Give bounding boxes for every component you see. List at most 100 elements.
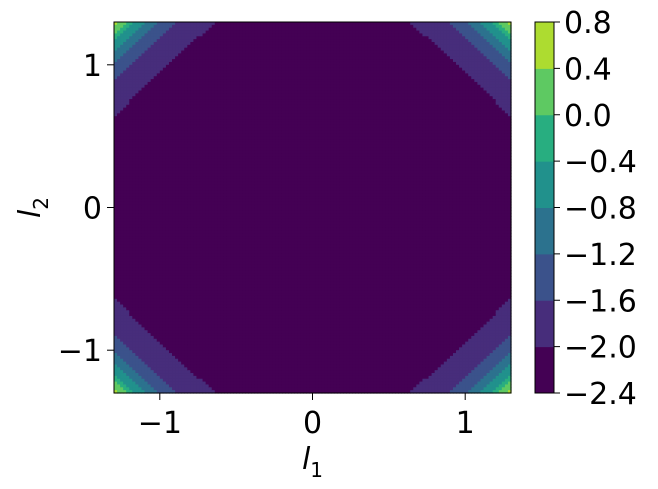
contour-cell: [159, 161, 164, 166]
contour-cell: [153, 133, 158, 137]
contour-cell: [172, 30, 176, 35]
contour-cell: [147, 93, 152, 97]
contour-cell: [135, 270, 140, 274]
contour-cell: [114, 27, 118, 32]
contour-cell: [114, 275, 118, 280]
contour-cell: [135, 250, 140, 254]
contour-cell: [159, 384, 164, 388]
contour-cell: [175, 278, 179, 283]
contour-cell: [165, 201, 170, 206]
contour-cell: [156, 213, 161, 217]
contour-cell: [175, 173, 179, 177]
contour-cell: [144, 187, 149, 191]
contour-cell: [129, 387, 133, 391]
contour-cell: [120, 307, 124, 311]
contour-cell: [162, 116, 167, 120]
contour-cell: [175, 73, 179, 77]
contour-cell: [150, 61, 155, 66]
contour-cell: [150, 201, 155, 206]
contour-cell: [147, 270, 152, 274]
contour-cell: [141, 301, 146, 306]
contour-cell: [147, 47, 152, 52]
contour-cell: [156, 321, 161, 326]
contour-cell: [162, 173, 167, 177]
contour-cell: [172, 236, 176, 240]
contour-cell: [168, 130, 173, 134]
contour-cell: [153, 64, 158, 69]
contour-cell: [150, 213, 155, 217]
contour-cell: [159, 238, 164, 243]
contour-cell: [150, 250, 155, 254]
contour-cell: [153, 327, 158, 331]
contour-cell: [147, 178, 152, 183]
contour-cell: [141, 178, 146, 183]
contour-cell: [138, 355, 143, 360]
contour-cell: [132, 101, 136, 106]
contour-cell: [172, 124, 176, 129]
contour-cell: [141, 127, 146, 132]
contour-cell: [162, 201, 167, 206]
contour-cell: [165, 373, 170, 377]
contour-cell: [172, 170, 176, 174]
contour-cell: [114, 250, 118, 254]
contour-cell: [156, 133, 161, 137]
contour-cell: [129, 290, 133, 294]
contour-cell: [168, 93, 173, 97]
contour-cell: [135, 36, 140, 40]
contour-cell: [123, 67, 127, 72]
contour-cell: [129, 361, 133, 366]
contour-cell: [172, 213, 176, 217]
contour-cell: [175, 204, 179, 209]
contour-cell: [129, 247, 133, 251]
contour-cell: [153, 141, 158, 146]
contour-cell: [126, 338, 130, 343]
contour-cell: [150, 67, 155, 72]
contour-cell: [138, 190, 143, 194]
contour-cell: [117, 370, 121, 374]
contour-cell: [168, 101, 173, 106]
contour-cell: [135, 207, 140, 211]
contour-cell: [159, 36, 164, 40]
contour-cell: [117, 104, 121, 109]
contour-cell: [159, 298, 164, 303]
contour-cell: [150, 59, 155, 63]
contour-cell: [123, 184, 127, 189]
contour-cell: [126, 307, 130, 311]
contour-cell: [117, 167, 121, 171]
contour-cell: [162, 190, 167, 194]
contour-cell: [132, 170, 136, 174]
contour-cell: [123, 36, 127, 40]
contour-cell: [126, 141, 130, 146]
contour-cell: [175, 224, 179, 229]
contour-cell: [117, 298, 121, 303]
contour-cell: [126, 136, 130, 140]
contour-cell: [120, 184, 124, 189]
contour-cell: [159, 178, 164, 183]
contour-cell: [123, 270, 127, 274]
contour-cell: [172, 224, 176, 229]
contour-cell: [138, 121, 143, 126]
contour-cell: [150, 190, 155, 194]
contour-cell: [117, 278, 121, 283]
contour-cell: [120, 41, 124, 46]
contour-cell: [175, 256, 179, 260]
contour-cell: [141, 22, 146, 26]
contour-cell: [168, 344, 173, 348]
contour-cell: [120, 241, 124, 246]
contour-cell: [159, 315, 164, 320]
contour-cell: [138, 93, 143, 97]
contour-cell: [165, 79, 170, 83]
contour-cell: [172, 384, 176, 388]
contour-cell: [153, 333, 158, 337]
contour-cell: [147, 161, 152, 166]
contour-cell: [153, 70, 158, 74]
contour-cell: [141, 241, 146, 246]
contour-cell: [114, 144, 118, 149]
contour-cell: [141, 335, 146, 340]
contour-cell: [162, 378, 167, 383]
contour-cell: [123, 101, 127, 106]
contour-cell: [150, 310, 155, 314]
contour-cell: [132, 364, 136, 368]
contour-cell: [129, 333, 133, 337]
contour-cell: [159, 164, 164, 169]
